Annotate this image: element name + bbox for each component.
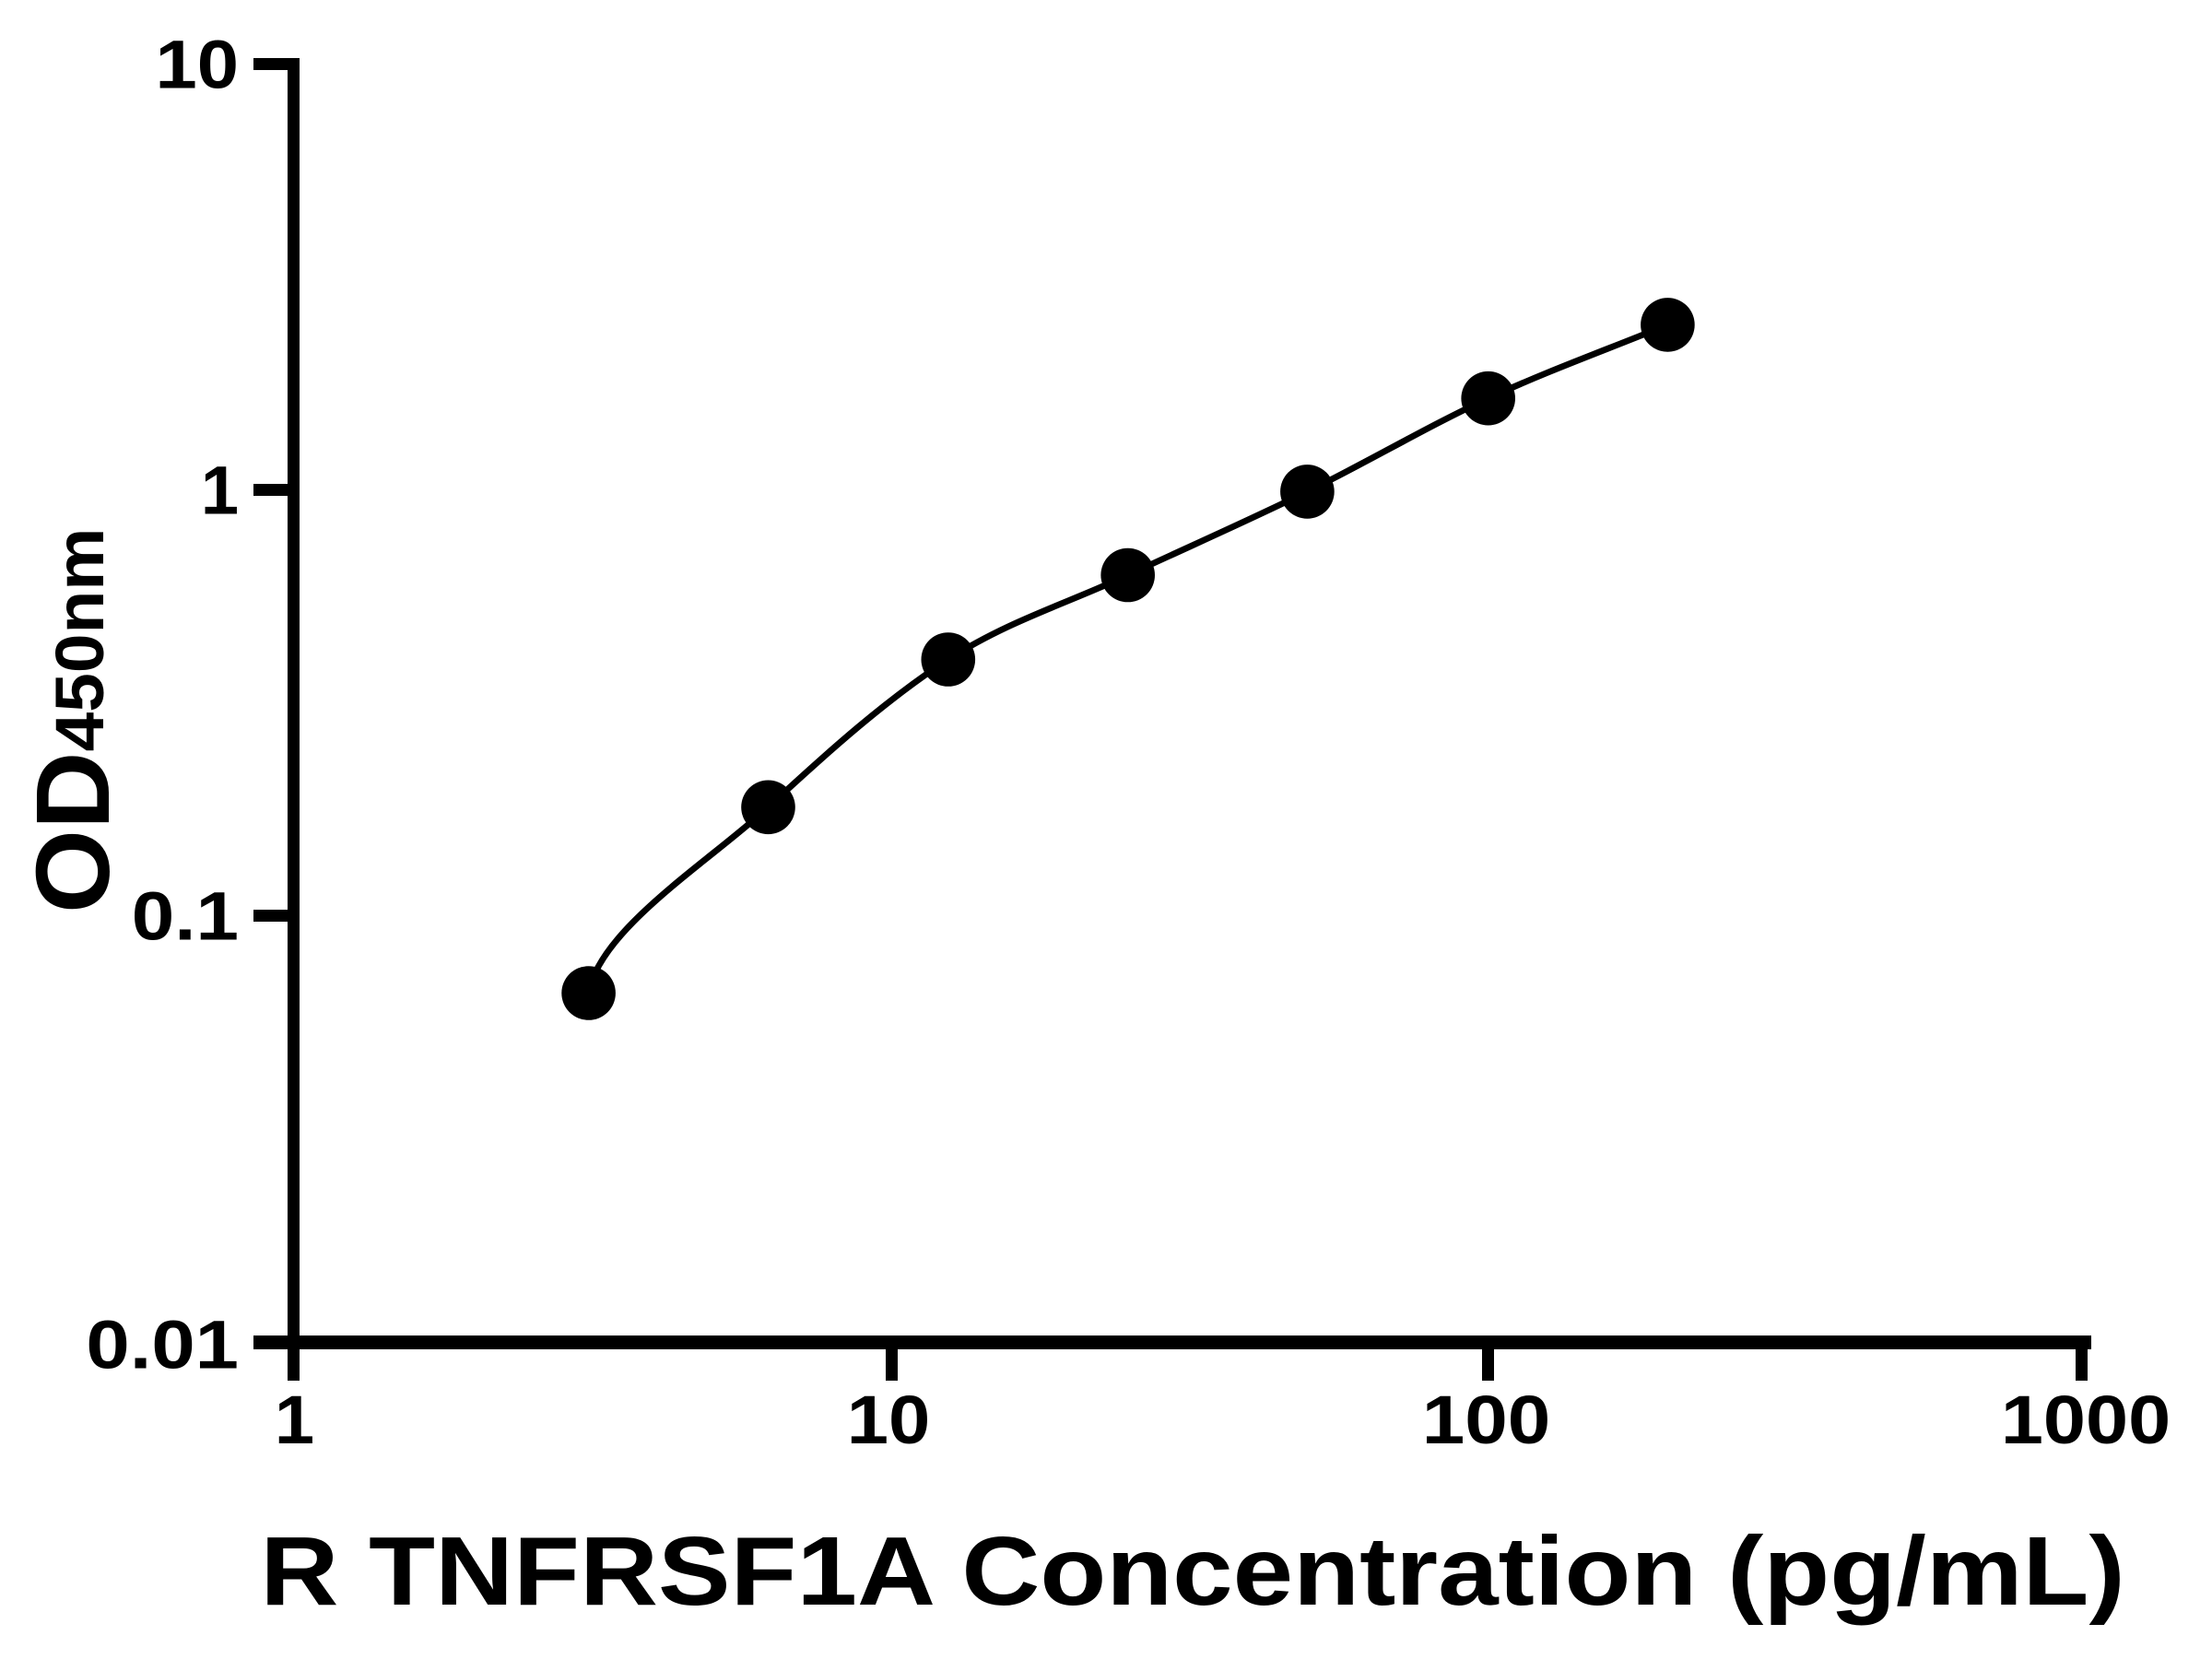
svg-text:0.01: 0.01	[86, 1306, 239, 1382]
svg-text:100: 100	[1422, 1382, 1550, 1457]
svg-text:10: 10	[847, 1382, 931, 1458]
svg-text:1: 1	[201, 453, 239, 529]
svg-text:R TNFRSF1A Concentration (pg/m: R TNFRSF1A Concentration (pg/mL)	[260, 1516, 2124, 1625]
svg-text:1: 1	[275, 1382, 314, 1459]
svg-text:0.1: 0.1	[132, 878, 239, 954]
svg-text:1000: 1000	[2001, 1382, 2171, 1458]
svg-text:10: 10	[155, 28, 239, 103]
